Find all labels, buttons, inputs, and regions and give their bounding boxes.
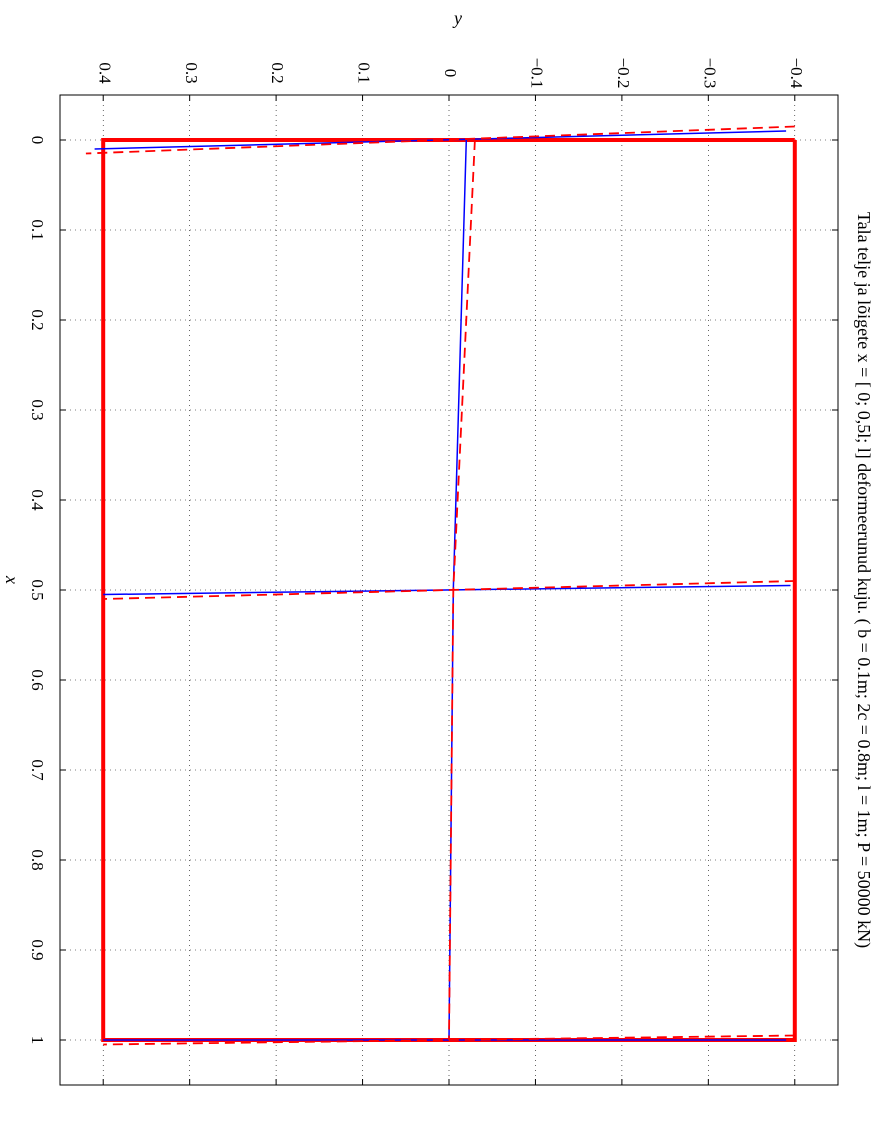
chart-title: Tala telje ja lõigete x = [ 0; 0,5l; l] …: [853, 212, 874, 948]
x-tick-label: 0.9: [28, 939, 47, 960]
x-tick-label: 0.2: [28, 309, 47, 330]
x-tick-label: 0.3: [28, 399, 47, 420]
y-axis-label: y: [452, 8, 462, 28]
y-tick-label: 0.4: [95, 62, 114, 84]
y-tick-label: −0.2: [614, 58, 633, 89]
y-tick-label: 0.2: [268, 62, 287, 83]
series-2-line: [85, 125, 795, 155]
y-tick-label: −0.3: [700, 58, 719, 89]
x-tick-label: 0.8: [28, 849, 47, 870]
series-layer: [85, 125, 797, 1046]
x-tick-label: 0: [28, 136, 47, 145]
y-tick-label: 0: [441, 69, 460, 78]
y-tick-label: −0.4: [787, 58, 806, 89]
x-tick-label: 0.7: [28, 759, 47, 781]
x-tick-label: 0.4: [28, 489, 47, 511]
ticks: [60, 95, 838, 1085]
y-tick-label: −0.1: [528, 58, 547, 89]
x-tick-label: 1: [28, 1036, 47, 1045]
x-tick-label: 0.6: [28, 669, 47, 690]
series-2-line: [103, 580, 795, 600]
x-tick-label: 0.1: [28, 219, 47, 240]
series-1-line: [103, 584, 791, 596]
y-tick-label: 0.1: [355, 62, 374, 83]
x-axis-label: x: [2, 575, 22, 584]
series-2-line: [448, 139, 476, 1041]
tick-labels: 0 0.1 0.2 0.3 0.4 0.5 0.6 0.7 0.8 0.9 1 −0.4 −0.3 −0.…: [28, 58, 806, 1045]
y-tick-label: 0.3: [182, 62, 201, 83]
x-tick-label: 0.5: [28, 579, 47, 600]
